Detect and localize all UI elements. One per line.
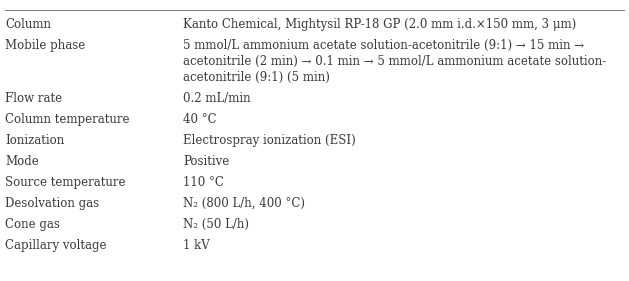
- Text: 5 mmol/L ammonium acetate solution-acetonitrile (9:1) → 15 min →: 5 mmol/L ammonium acetate solution-aceto…: [183, 39, 584, 52]
- Text: Capillary voltage: Capillary voltage: [5, 239, 106, 252]
- Text: Source temperature: Source temperature: [5, 176, 126, 189]
- Text: Flow rate: Flow rate: [5, 92, 62, 105]
- Text: acetonitrile (2 min) → 0.1 min → 5 mmol/L ammonium acetate solution-: acetonitrile (2 min) → 0.1 min → 5 mmol/…: [183, 55, 606, 68]
- Text: Mobile phase: Mobile phase: [5, 39, 86, 52]
- Text: Positive: Positive: [183, 155, 229, 168]
- Text: Kanto Chemical, Mightysil RP-18 GP (2.0 mm i.d.×150 mm, 3 μm): Kanto Chemical, Mightysil RP-18 GP (2.0 …: [183, 18, 576, 31]
- Text: Column temperature: Column temperature: [5, 113, 130, 126]
- Text: Cone gas: Cone gas: [5, 218, 60, 231]
- Text: N₂ (800 L/h, 400 °C): N₂ (800 L/h, 400 °C): [183, 197, 305, 210]
- Text: 0.2 mL/min: 0.2 mL/min: [183, 92, 250, 105]
- Text: 110 °C: 110 °C: [183, 176, 224, 189]
- Text: Desolvation gas: Desolvation gas: [5, 197, 99, 210]
- Text: Ionization: Ionization: [5, 134, 64, 147]
- Text: acetonitrile (9:1) (5 min): acetonitrile (9:1) (5 min): [183, 71, 330, 84]
- Text: N₂ (50 L/h): N₂ (50 L/h): [183, 218, 249, 231]
- Text: 40 °C: 40 °C: [183, 113, 216, 126]
- Text: 1 kV: 1 kV: [183, 239, 209, 252]
- Text: Mode: Mode: [5, 155, 39, 168]
- Text: Electrospray ionization (ESI): Electrospray ionization (ESI): [183, 134, 356, 147]
- Text: Column: Column: [5, 18, 51, 31]
